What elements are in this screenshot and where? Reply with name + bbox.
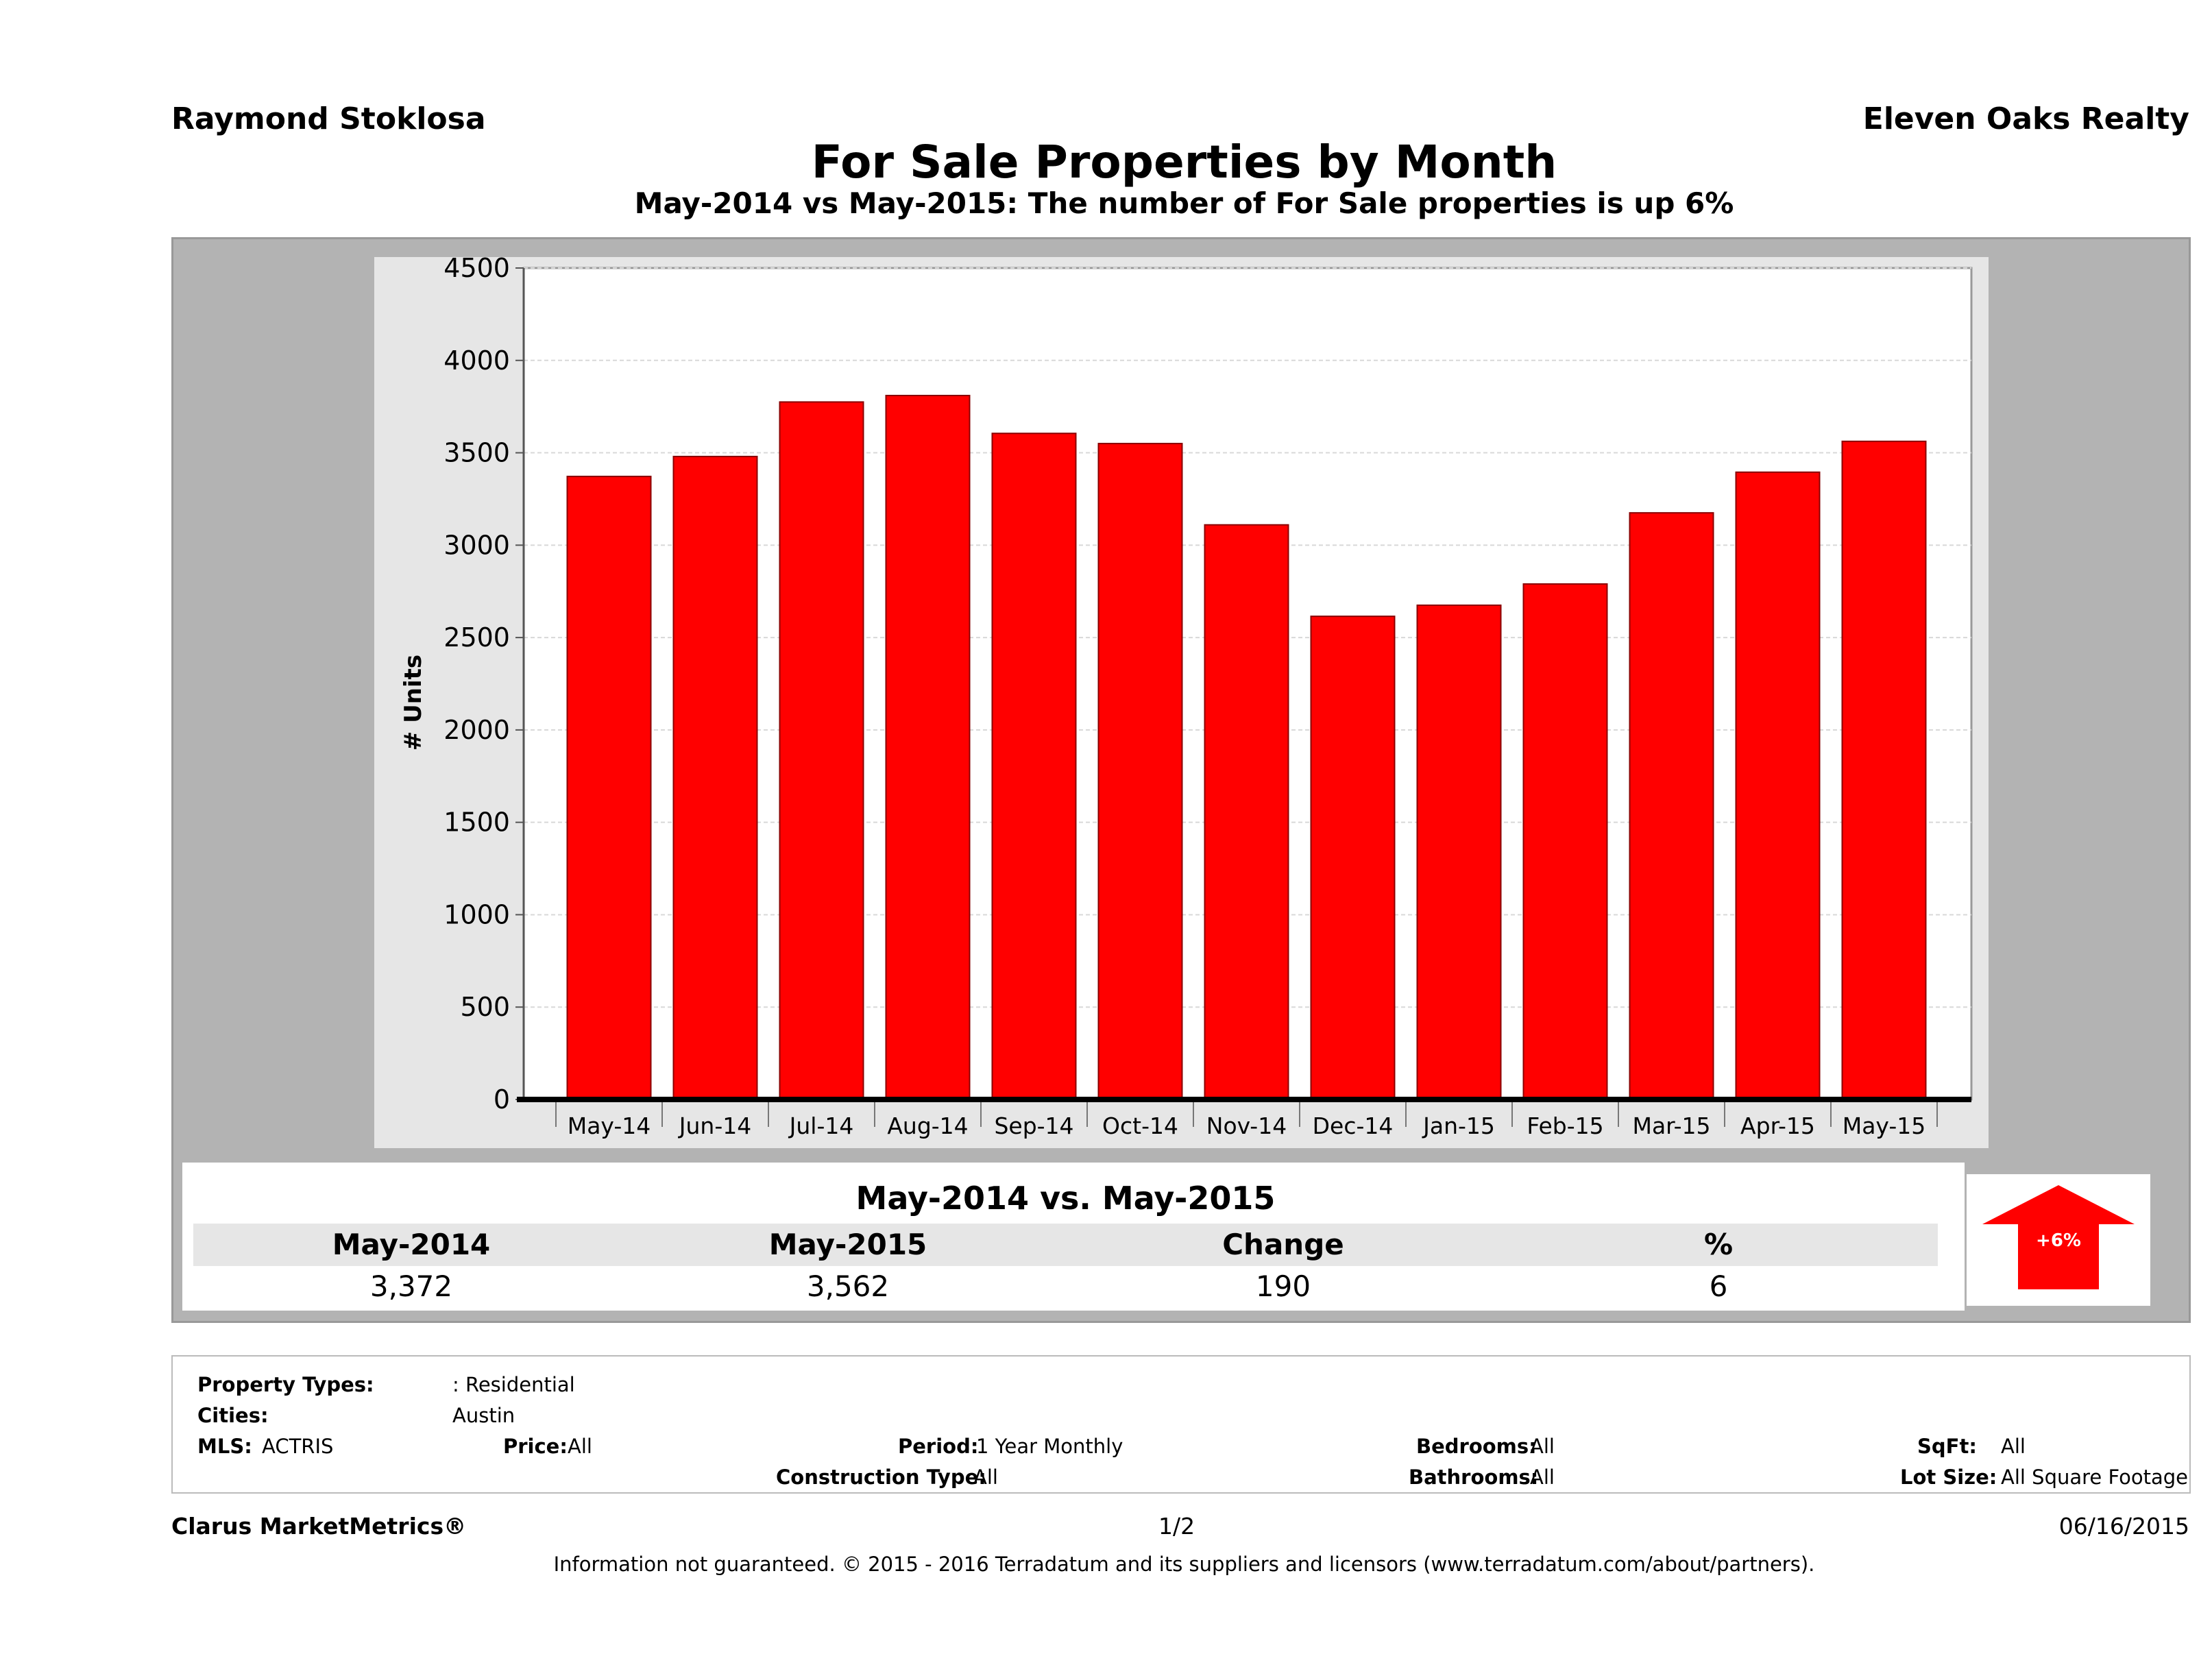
- x-tick-label: Jun-14: [678, 1112, 751, 1139]
- bar: [1310, 616, 1396, 1100]
- bar: [1204, 524, 1289, 1100]
- y-tick-label: 500: [460, 992, 510, 1022]
- criteria-panel: Property Types: : Residential Cities: Au…: [171, 1355, 2191, 1494]
- trend-percent-label: +6%: [2036, 1230, 2081, 1251]
- cities-value: Austin: [452, 1404, 515, 1427]
- summary-col-may2015: May-2015: [768, 1228, 927, 1261]
- summary-col-percent: %: [1703, 1228, 1734, 1261]
- construction-type-value: All: [973, 1466, 998, 1489]
- page-number: 1/2: [1158, 1513, 1195, 1540]
- mls-value: ACTRIS: [262, 1435, 334, 1458]
- summary-value-may2015: 3,562: [806, 1269, 890, 1303]
- bar: [779, 401, 864, 1100]
- x-tick-label: May-14: [568, 1112, 651, 1139]
- disclaimer: Information not guaranteed. © 2015 - 201…: [553, 1553, 1815, 1576]
- bedrooms-value: All: [1530, 1435, 1555, 1458]
- lot-size-value: All Square Footage: [2001, 1466, 2189, 1489]
- cities-label: Cities:: [197, 1404, 269, 1427]
- agent-name: Raymond Stoklosa: [171, 101, 486, 136]
- y-tick-label: 4000: [443, 345, 510, 376]
- x-tick-label: Sep-14: [994, 1112, 1073, 1139]
- report-date: 06/16/2015: [2058, 1513, 2189, 1540]
- y-tick-label: 3500: [443, 438, 510, 468]
- y-tick-label: 0: [494, 1084, 510, 1115]
- y-tick-label: 4500: [443, 257, 510, 283]
- period-value: 1 Year Monthly: [976, 1435, 1123, 1458]
- company-name: Eleven Oaks Realty: [1862, 101, 2189, 136]
- y-axis-label: # Units: [400, 655, 427, 751]
- page-subtitle: May-2014 vs May-2015: The number of For …: [634, 186, 1734, 220]
- sqft-value: All: [2001, 1435, 2026, 1458]
- x-tick-label: Aug-14: [887, 1112, 968, 1139]
- up-arrow-icon: +6%: [1982, 1185, 2135, 1289]
- summary-value-percent: 6: [1709, 1269, 1728, 1303]
- period-label: Period:: [898, 1435, 979, 1458]
- bar-chart: # Units 0 500 1000 1500 2000 2500 3000 3500 4000…: [400, 253, 1973, 1139]
- footer-brand: Clarus MarketMetrics®: [171, 1513, 467, 1540]
- bar: [1097, 443, 1183, 1101]
- x-tick-label: Nov-14: [1206, 1112, 1287, 1139]
- y-tick-label: 2000: [443, 715, 510, 745]
- mls-label: MLS:: [197, 1435, 252, 1458]
- bathrooms-value: All: [1530, 1466, 1555, 1489]
- y-tick-label: 3000: [443, 530, 510, 560]
- y-tick-label: 2500: [443, 622, 510, 653]
- bathrooms-label: Bathrooms:: [1409, 1466, 1539, 1489]
- x-tick-label: Jul-14: [788, 1112, 854, 1139]
- summary-col-change: Change: [1222, 1228, 1344, 1261]
- property-types-value: : Residential: [452, 1373, 575, 1396]
- x-tick-label: Oct-14: [1102, 1112, 1178, 1139]
- x-tick-label: Feb-15: [1527, 1112, 1603, 1139]
- bedrooms-label: Bedrooms:: [1416, 1435, 1537, 1458]
- y-tick-label: 1500: [443, 807, 510, 838]
- x-tick-label: Apr-15: [1740, 1112, 1815, 1139]
- x-tick-label: Jan-15: [1422, 1112, 1495, 1139]
- trend-arrow-panel: +6%: [1967, 1174, 2150, 1306]
- bar: [1416, 604, 1502, 1100]
- bar: [566, 476, 652, 1100]
- summary-header-row: May-2014 May-2015 Change %: [193, 1224, 1938, 1266]
- page-title: For Sale Properties by Month: [811, 136, 1557, 189]
- lot-size-label: Lot Size:: [1900, 1466, 1997, 1489]
- bar: [1841, 440, 1927, 1100]
- sqft-label: SqFt:: [1917, 1435, 1977, 1458]
- price-value: All: [568, 1435, 592, 1458]
- x-tick-label: Dec-14: [1313, 1112, 1394, 1139]
- bar: [672, 455, 758, 1100]
- property-types-label: Property Types:: [197, 1373, 374, 1396]
- bar: [1735, 471, 1821, 1100]
- bar: [885, 394, 971, 1101]
- price-label: Price:: [503, 1435, 568, 1458]
- chart-panel: # Units 0 500 1000 1500 2000 2500 3000 3500 4000…: [374, 253, 1989, 1148]
- summary-value-row: 3,372 3,562 190 6: [193, 1268, 1938, 1306]
- bar: [991, 433, 1077, 1101]
- summary-value-may2014: 3,372: [369, 1269, 453, 1303]
- summary-heading: May-2014 vs. May-2015: [193, 1174, 1938, 1222]
- y-tick-label: 1000: [443, 899, 510, 929]
- x-tick-label: Mar-15: [1632, 1112, 1710, 1139]
- x-tick-label: May-15: [1843, 1112, 1926, 1139]
- summary-col-may2014: May-2014: [332, 1228, 491, 1261]
- summary-value-change: 190: [1255, 1269, 1311, 1303]
- bar: [1629, 512, 1714, 1100]
- construction-type-label: Construction Type:: [776, 1466, 986, 1489]
- bar: [1522, 583, 1608, 1100]
